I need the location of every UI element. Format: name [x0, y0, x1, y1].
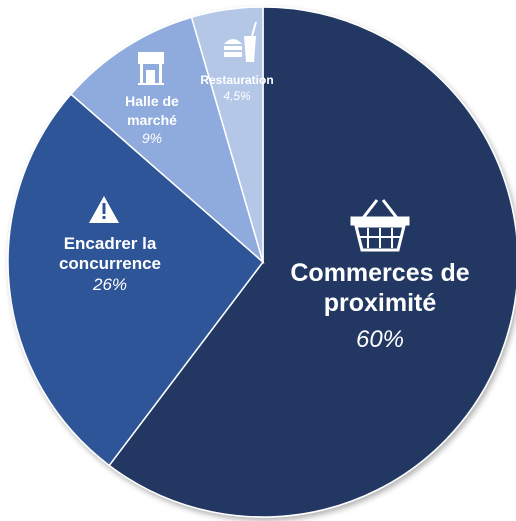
slice-label: Encadrer la concurrence 26%	[40, 234, 180, 295]
slice-label: Commerces de proximité 60%	[280, 258, 480, 355]
category-label: Halle de marché	[125, 93, 179, 129]
category-label: Commerces de proximité	[290, 259, 470, 317]
slice-label: Halle de marché 9%	[107, 92, 197, 147]
slice-label: Restauration 4,5%	[192, 70, 282, 104]
food-icon	[224, 21, 257, 62]
pie-slice	[190, 6, 264, 263]
market-icon	[138, 52, 164, 85]
value-label: 4,5%	[223, 89, 251, 104]
value-label: 9%	[141, 130, 163, 147]
value-label: 26%	[92, 274, 128, 294]
basket-icon	[350, 199, 410, 252]
category-label: Restauration	[200, 73, 274, 87]
warning-icon	[89, 196, 119, 223]
category-label: Encadrer la concurrence	[58, 234, 162, 274]
pie-slice	[108, 6, 516, 518]
pie-slice	[69, 16, 265, 265]
value-label: 60%	[355, 326, 405, 353]
pie-slice	[7, 93, 265, 467]
slices	[7, 6, 516, 518]
